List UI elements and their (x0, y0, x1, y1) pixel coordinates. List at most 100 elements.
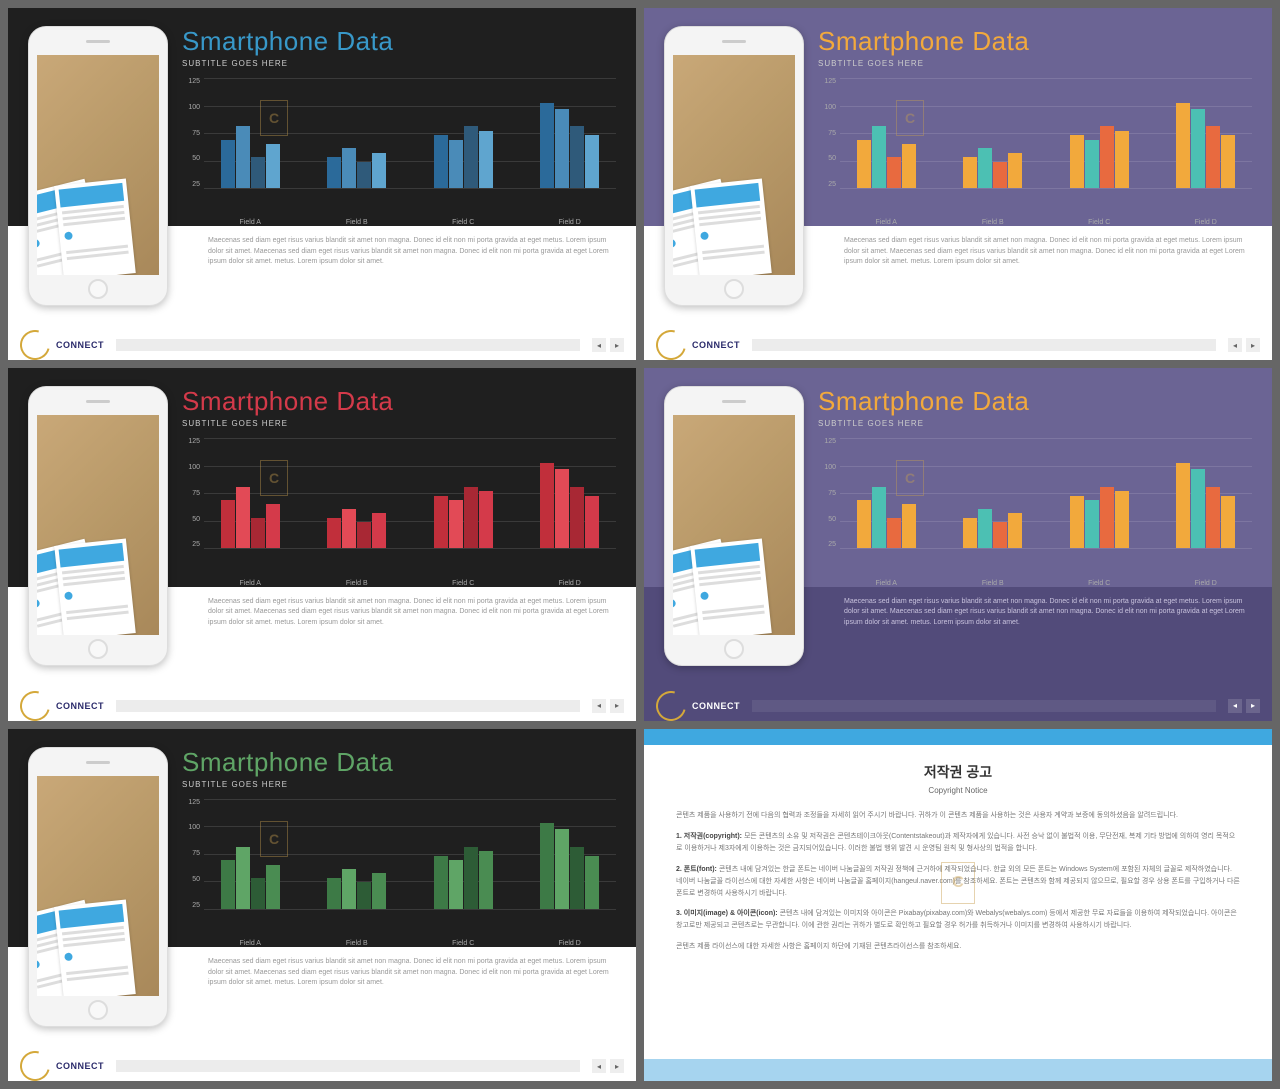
footer-bar (116, 700, 580, 712)
chart-group (204, 799, 297, 909)
nav-prev-button[interactable]: ◂ (1228, 699, 1242, 713)
chart-bar (1206, 126, 1220, 188)
chart-group (311, 799, 404, 909)
y-tick-label: 50 (182, 155, 200, 162)
chart-bar (221, 500, 235, 548)
chart-bar (585, 135, 599, 188)
chart-bar (372, 153, 386, 188)
chart-bar (1100, 126, 1114, 188)
chart-bar (1115, 131, 1129, 188)
chart-bar (902, 144, 916, 188)
chart-bar (585, 856, 599, 909)
chart-group (524, 799, 617, 909)
y-axis: 125100755025 (182, 78, 204, 188)
nav-prev-button[interactable]: ◂ (592, 338, 606, 352)
chart-group (204, 438, 297, 548)
chart-bar (963, 157, 977, 188)
x-axis-label: Field C (1053, 580, 1146, 587)
nav-prev-button[interactable]: ◂ (592, 1059, 606, 1073)
slide-upper: Smartphone Data SUBTITLE GOES HERE 12510… (644, 368, 1272, 586)
chart-bar (342, 869, 356, 909)
presentation-slide: Smartphone Data SUBTITLE GOES HERE 12510… (644, 8, 1272, 360)
x-axis: Field AField BField CField D (204, 576, 616, 587)
nav-prev-button[interactable]: ◂ (592, 699, 606, 713)
y-tick-label: 125 (182, 438, 200, 445)
copyright-outro: 콘텐츠 제품 라이선스에 대한 자세한 사항은 홈페이지 하단에 기재된 콘텐츠… (676, 941, 1240, 953)
logo-text: CONNECT (56, 340, 104, 350)
copyright-body: 저작권 공고 Copyright Notice 콘텐츠 제품을 사용하기 전에 … (644, 745, 1272, 1059)
chart-bar (1085, 140, 1099, 188)
chart-bar (357, 522, 371, 548)
chart-bar (327, 157, 341, 188)
x-axis-label: Field A (204, 940, 297, 947)
chart-bar (1008, 513, 1022, 548)
slide-upper: Smartphone Data SUBTITLE GOES HERE 12510… (8, 8, 636, 226)
slide-subtitle: SUBTITLE GOES HERE (182, 419, 616, 428)
chart-bar (342, 148, 356, 188)
x-axis: Field AField BField CField D (204, 215, 616, 226)
chart-bar (1070, 496, 1084, 549)
slide-footer: CONNECT ◂ ▸ (8, 1051, 636, 1081)
chart-bar (1070, 135, 1084, 188)
chart-bar (479, 131, 493, 188)
chart-bar (857, 500, 871, 548)
chart-bar (464, 126, 478, 188)
slide-upper: Smartphone Data SUBTITLE GOES HERE 12510… (644, 8, 1272, 226)
y-axis: 125100755025 (818, 438, 840, 548)
x-axis-label: Field B (947, 580, 1040, 587)
copyright-p1: 1. 저작권(copyright): 모든 콘텐츠의 소유 및 저작권은 콘텐츠… (676, 831, 1240, 855)
nav-next-button[interactable]: ▸ (610, 338, 624, 352)
logo-text: CONNECT (692, 340, 740, 350)
logo-icon (651, 325, 692, 360)
nav-next-button[interactable]: ▸ (610, 1059, 624, 1073)
y-axis: 125100755025 (182, 799, 204, 909)
x-axis-label: Field B (311, 580, 404, 587)
chart-bar (570, 126, 584, 188)
chart-bar (479, 491, 493, 548)
nav-next-button[interactable]: ▸ (1246, 699, 1260, 713)
y-tick-label: 50 (818, 516, 836, 523)
chart-bar (902, 504, 916, 548)
slide-title: Smartphone Data (818, 386, 1252, 417)
chart-group (1160, 78, 1253, 188)
chart-bar (236, 487, 250, 549)
slide-upper: Smartphone Data SUBTITLE GOES HERE 12510… (8, 729, 636, 947)
x-axis: Field AField BField CField D (204, 936, 616, 947)
logo-icon (15, 685, 56, 720)
chart-plot-area: C (204, 799, 616, 909)
chart-bar (978, 148, 992, 188)
chart-bar (449, 140, 463, 188)
chart-bar (963, 518, 977, 549)
nav-next-button[interactable]: ▸ (1246, 338, 1260, 352)
chart-bar (872, 487, 886, 549)
x-axis-label: Field C (417, 580, 510, 587)
chart-plot-area: C (840, 78, 1252, 188)
chart-bar (464, 847, 478, 909)
chart-bar (1008, 153, 1022, 188)
phone-mockup (664, 386, 804, 676)
y-axis: 125100755025 (818, 78, 840, 188)
y-tick-label: 100 (818, 104, 836, 111)
chart-group (417, 78, 510, 188)
y-tick-label: 75 (818, 130, 836, 137)
chart-plot-area: C (204, 438, 616, 548)
x-axis-label: Field C (1053, 219, 1146, 226)
chart-bar (540, 463, 554, 548)
x-axis-label: Field C (417, 940, 510, 947)
slide-subtitle: SUBTITLE GOES HERE (182, 59, 616, 68)
slide-nav: ◂ ▸ (1228, 699, 1260, 713)
nav-prev-button[interactable]: ◂ (1228, 338, 1242, 352)
x-axis-label: Field A (204, 219, 297, 226)
chart-bar (1100, 487, 1114, 549)
chart-bar (540, 103, 554, 188)
copyright-border-top (644, 729, 1272, 745)
x-axis-label: Field D (524, 940, 617, 947)
nav-next-button[interactable]: ▸ (610, 699, 624, 713)
y-tick-label: 25 (182, 181, 200, 188)
slide-footer: CONNECT ◂ ▸ (8, 691, 636, 721)
chart-bar (1191, 469, 1205, 548)
chart-bar (887, 518, 901, 549)
presentation-slide: Smartphone Data SUBTITLE GOES HERE 12510… (8, 729, 636, 1081)
y-tick-label: 100 (818, 464, 836, 471)
slide-nav: ◂ ▸ (592, 699, 624, 713)
